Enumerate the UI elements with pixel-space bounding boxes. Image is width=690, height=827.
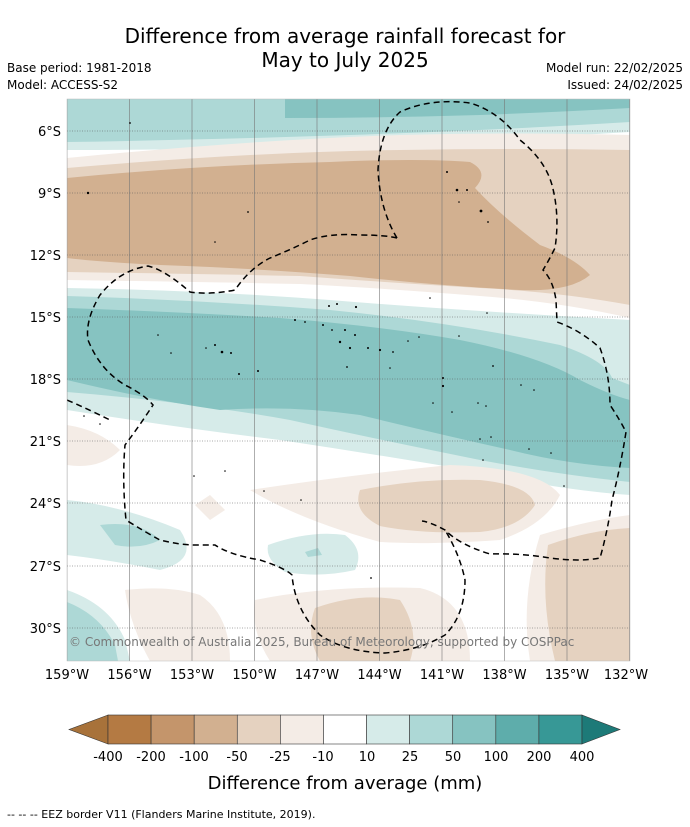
lat-tick: 27°S	[30, 560, 61, 575]
colorbar-ticks: -400 -200 -100 -50 -25 -10 10 25 50 100 …	[93, 750, 594, 765]
model-run-date: Model run: 22/02/2025	[545, 61, 683, 75]
lat-tick: 6°S	[38, 125, 61, 140]
longitude-axis: 159°W 156°W 153°W 150°W 147°W 144°W 141°…	[45, 668, 648, 683]
base-period: Base period: 1981-2018	[7, 61, 152, 75]
lon-tick: 132°W	[604, 668, 648, 683]
latitude-axis: 6°S 9°S 12°S 15°S 18°S 21°S 24°S 27°S 30…	[30, 125, 61, 637]
lon-tick: 144°W	[357, 668, 401, 683]
forecast-map: © Commonwealth of Australia 2025, Bureau…	[30, 98, 648, 794]
colorbar-tick: -50	[226, 750, 247, 765]
model-info: Base period: 1981-2018 Model: ACCESS-S2	[7, 60, 152, 94]
title-line-2: May to July 2025	[261, 48, 429, 72]
contour-wet-southwest-corner	[67, 602, 118, 661]
lat-tick: 12°S	[30, 249, 61, 264]
contour-dry-light-west	[125, 588, 230, 661]
rainfall-anomaly-field	[67, 99, 630, 661]
lat-tick: 18°S	[30, 373, 61, 388]
lon-tick: 135°W	[545, 668, 589, 683]
colorbar-segment	[107, 714, 152, 745]
contour-dry-light-far-west	[67, 425, 120, 466]
contour-dry-strong	[67, 160, 590, 291]
colorbar-tick: -100	[179, 750, 209, 765]
lat-tick: 30°S	[30, 622, 61, 637]
colorbar-tick: -400	[93, 750, 123, 765]
lat-tick: 24°S	[30, 497, 61, 512]
colorbar-extend-low	[68, 714, 109, 745]
map-frame	[66, 98, 631, 662]
longitude-gridlines	[67, 99, 630, 661]
colorbar-tick: 50	[445, 750, 462, 765]
lon-tick: 153°W	[170, 668, 214, 683]
colorbar-tick: -25	[269, 750, 290, 765]
colorbar-tick: 10	[359, 750, 376, 765]
contour-dry-patch	[195, 495, 225, 520]
lat-tick: 9°S	[38, 187, 61, 202]
contour-dry-southwest	[311, 597, 414, 661]
colorbar-segment	[538, 714, 583, 745]
copyright-notice: © Commonwealth of Australia 2025, Bureau…	[69, 635, 574, 649]
title-line-1: Difference from average rainfall forecas…	[124, 24, 566, 48]
colorbar-tick: 100	[484, 750, 509, 765]
colorbar-extend-high	[581, 714, 621, 745]
colorbar-tick: -200	[136, 750, 166, 765]
contour-dry-east	[545, 528, 630, 661]
lon-tick: 141°W	[420, 668, 464, 683]
lon-tick: 147°W	[295, 668, 339, 683]
contour-dry-south	[358, 479, 535, 533]
map-title: Difference from average rainfall forecas…	[0, 24, 690, 72]
colorbar-label: Difference from average (mm)	[208, 773, 483, 794]
run-info: Model run: 22/02/2025 Issued: 24/02/2025	[546, 60, 683, 94]
lon-tick: 150°W	[232, 668, 276, 683]
contour-wet-southwest	[100, 524, 160, 547]
colorbar-segment	[150, 714, 195, 745]
colorbar-tick: -10	[312, 750, 333, 765]
islands	[83, 122, 565, 579]
colorbar-segment	[236, 714, 281, 745]
lat-tick: 15°S	[30, 311, 61, 326]
contour-wet-strong-north	[285, 99, 630, 118]
colorbar-segment	[193, 714, 238, 745]
colorbar-tick: 200	[527, 750, 552, 765]
lon-tick: 138°W	[482, 668, 526, 683]
model-name: Model: ACCESS-S2	[7, 78, 119, 92]
colorbar-segment	[495, 714, 540, 745]
eez-borders	[67, 100, 627, 654]
colorbar-segment	[323, 714, 367, 745]
colorbar-segment	[452, 714, 497, 745]
eez-legend: -- -- -- EEZ border V11 (Flanders Marine…	[7, 808, 316, 821]
contour-wet-strong-central	[67, 308, 630, 468]
colorbar-segment	[366, 714, 410, 745]
contour-wet-patch	[305, 548, 322, 557]
issued-date: Issued: 24/02/2025	[567, 78, 683, 92]
lat-tick: 21°S	[30, 435, 61, 450]
colorbar-tick: 400	[570, 750, 595, 765]
lon-tick: 156°W	[107, 668, 151, 683]
colorbar	[68, 714, 621, 745]
colorbar-segment	[280, 714, 324, 745]
colorbar-segment	[409, 714, 454, 745]
colorbar-tick: 25	[402, 750, 419, 765]
lon-tick: 159°W	[45, 668, 89, 683]
